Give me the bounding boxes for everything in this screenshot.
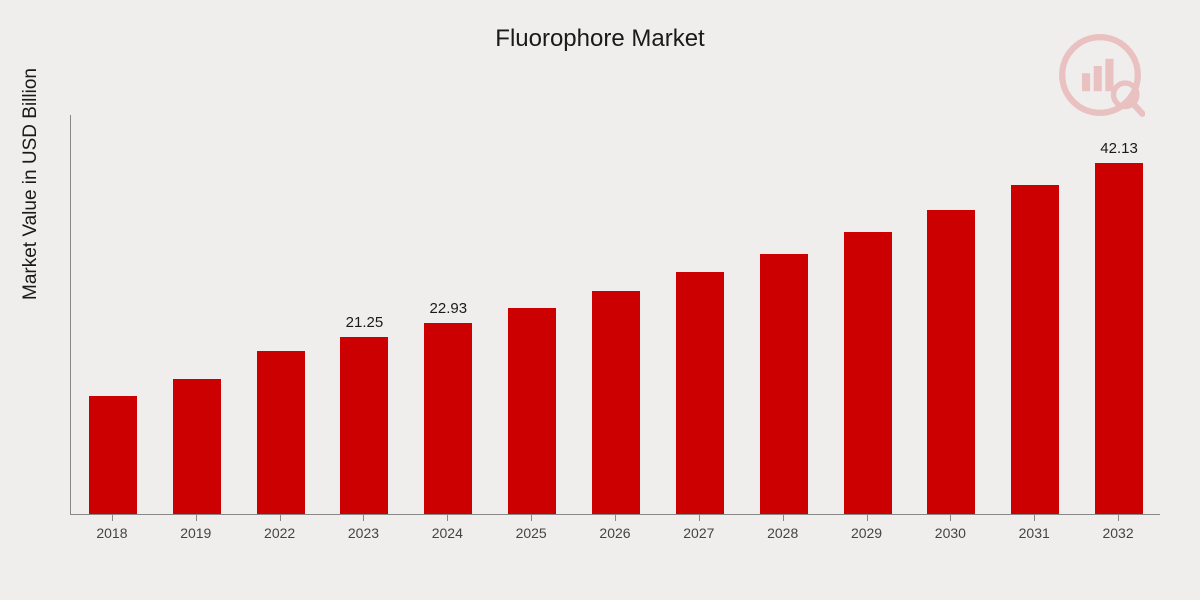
x-axis-category: 2029 <box>851 525 882 541</box>
bar <box>676 272 724 514</box>
x-axis: 2018 2019 2022 2023 2024 2025 2026 2027 2028 2029… <box>70 515 1160 555</box>
bar <box>844 232 892 514</box>
x-axis-category: 2023 <box>348 525 379 541</box>
x-axis-category: 2019 <box>180 525 211 541</box>
x-tick <box>950 515 951 521</box>
plot-region: 21.25 22.93 42.13 <box>70 115 1160 515</box>
bar <box>508 308 556 514</box>
bar <box>257 351 305 514</box>
x-axis-category: 2018 <box>96 525 127 541</box>
bar <box>424 323 472 514</box>
bar <box>173 379 221 514</box>
x-tick <box>447 515 448 521</box>
chart-area: 21.25 22.93 42.13 2018 2019 2022 2023 2024 2025… <box>70 115 1160 555</box>
bar <box>89 396 137 514</box>
x-tick <box>867 515 868 521</box>
x-tick <box>531 515 532 521</box>
bar <box>927 210 975 514</box>
x-axis-category: 2022 <box>264 525 295 541</box>
bar <box>1095 163 1143 514</box>
x-tick <box>112 515 113 521</box>
bar-value-label: 22.93 <box>430 300 468 317</box>
x-axis-category: 2030 <box>935 525 966 541</box>
x-tick <box>1118 515 1119 521</box>
bar-value-label: 42.13 <box>1100 140 1138 157</box>
bar-value-label: 21.25 <box>346 314 384 331</box>
x-axis-category: 2027 <box>683 525 714 541</box>
x-tick <box>363 515 364 521</box>
x-tick <box>699 515 700 521</box>
x-axis-category: 2031 <box>1019 525 1050 541</box>
x-axis-category: 2026 <box>599 525 630 541</box>
x-axis-category: 2025 <box>516 525 547 541</box>
x-tick <box>196 515 197 521</box>
x-tick <box>280 515 281 521</box>
x-axis-category: 2028 <box>767 525 798 541</box>
y-axis-label: Market Value in USD Billion <box>20 68 42 300</box>
x-tick <box>1034 515 1035 521</box>
x-axis-category: 2024 <box>432 525 463 541</box>
watermark-logo <box>1055 30 1145 120</box>
bar <box>760 254 808 514</box>
bar <box>592 291 640 514</box>
x-tick <box>783 515 784 521</box>
x-tick <box>615 515 616 521</box>
x-axis-category: 2032 <box>1102 525 1133 541</box>
bar <box>340 337 388 514</box>
chart-title: Fluorophore Market <box>0 0 1200 53</box>
bar <box>1011 185 1059 514</box>
